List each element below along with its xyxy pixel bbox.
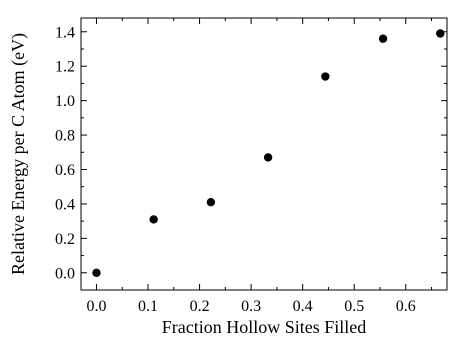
- axis-ticks: 0.0 0.1 0.2 0.3 0.4 0.5 0.6 0.0 0.2 0.4 0.6 0.8 1.0 1…: [55, 18, 447, 315]
- data-point: [321, 72, 330, 81]
- data-point: [206, 198, 216, 207]
- x-tick-label: 0.5: [344, 298, 364, 315]
- x-tick-label: 0.0: [86, 298, 106, 315]
- y-tick-label: 1.2: [55, 59, 75, 76]
- data-points: [92, 29, 445, 277]
- y-tick-label: 1.4: [55, 24, 75, 41]
- y-tick-label: 0.6: [55, 162, 75, 179]
- y-tick-label: 0.2: [55, 231, 75, 248]
- x-tick-label: 0.2: [190, 298, 210, 315]
- y-tick-label: 0.0: [55, 265, 75, 282]
- x-tick-label: 0.3: [241, 298, 261, 315]
- y-axis-label: Relative Energy per C Atom (eV): [8, 33, 29, 275]
- data-point: [378, 34, 388, 43]
- y-tick-label: 0.8: [55, 128, 75, 145]
- y-tick-label: 1.0: [55, 93, 75, 110]
- x-tick-label: 0.1: [138, 298, 158, 315]
- x-tick-label: 0.6: [396, 298, 416, 315]
- y-tick-label: 0.4: [55, 196, 75, 213]
- plot-frame: [80, 17, 448, 291]
- data-point: [149, 215, 158, 224]
- x-axis-label: Fraction Hollow Sites Filled: [162, 317, 367, 337]
- data-point: [436, 29, 445, 38]
- data-point: [263, 153, 273, 162]
- x-tick-label: 0.4: [293, 298, 313, 315]
- data-point: [92, 268, 101, 277]
